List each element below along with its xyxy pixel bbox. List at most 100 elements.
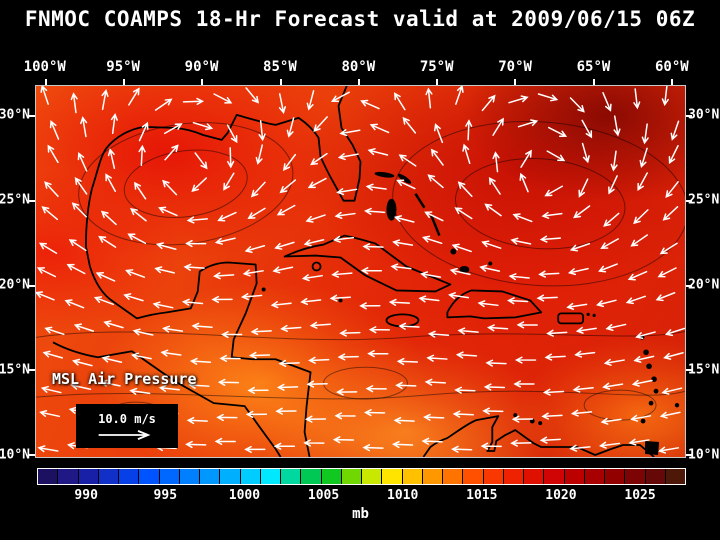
lat-tick-label: 30°N [688,107,720,123]
lon-tick-mark [44,79,47,85]
colorbar-segment [524,469,545,484]
colorbar-tick-label: 1020 [545,488,577,503]
lat-tick-label: 30°N [0,107,30,123]
mexico-central-america-coast [85,188,312,457]
map-field: MSL Air Pressure 10.0 m/s [36,86,685,457]
colorbar-segment [341,469,362,484]
lat-tick-mark [29,369,35,372]
lon-tick-label: 90°W [184,59,219,75]
colorbar-tick-label: 1015 [466,488,498,503]
wind-reference-arrow-icon [98,429,151,440]
colorbar-segment [200,469,221,484]
lat-tick-mark [686,369,692,372]
hispaniola-outline [446,289,543,320]
us-gulf-atlantic-coast [91,86,362,202]
coastlines [52,86,655,457]
colorbar-segment [503,469,524,484]
colorbar-tick-label: 1010 [387,488,419,503]
colorbar-segment [240,469,261,484]
colorbar-segment [220,469,241,484]
lat-tick-mark [29,284,35,287]
lon-tick-mark [123,79,125,85]
colorbar-tick-label: 995 [153,488,178,503]
lon-tick-mark [592,79,595,85]
lat-tick-label: 15°N [0,362,30,378]
lon-tick-label: 75°W [419,59,454,75]
lat-tick-label: 10°N [688,447,720,463]
lon-tick-mark [436,79,439,85]
lat-tick-label: 20°N [688,277,720,293]
colorbar-segment [78,469,99,484]
colorbar-segment [179,469,200,484]
small-islands [261,171,680,456]
colorbar-segment [605,469,626,484]
wind-reference-speed: 10.0 m/s [98,411,156,426]
colorbar-tick-label: 990 [74,488,98,503]
longitude-axis: 100°W 95°W 90°W 85°W 80°W 75°W 70°W 65°W 60°W [24,57,689,77]
lat-tick-label: 10°N [0,447,30,463]
latitude-axis-right: 30°N 25°N 20°N 15°N 10°N [687,85,720,463]
colorbar-segment [645,469,666,484]
lon-tick-mark [279,79,282,85]
wind-reference-legend: 10.0 m/s [76,404,178,448]
colorbar [37,468,686,485]
pacific-coast [52,341,282,457]
colorbar-tick-label: 1000 [228,488,261,503]
lat-tick-mark [29,199,35,202]
colorbar-segment [544,469,565,484]
lon-tick-label: 95°W [106,59,140,75]
colorbar-segment [463,469,484,484]
colorbar-segment [402,469,423,484]
lat-tick-label: 25°N [0,192,30,208]
colorbar-segment [139,469,160,484]
colorbar-unit-label: mb [352,506,369,522]
lat-tick-mark [686,115,692,118]
colorbar-segment [382,469,403,484]
lon-tick-label: 65°W [576,59,611,75]
lat-tick-label: 20°N [0,277,30,293]
lat-tick-mark [29,115,35,118]
lat-tick-mark [686,454,692,457]
lon-tick-mark [514,79,517,85]
colorbar-segment [58,469,79,484]
lon-tick-label: 60°W [655,59,689,75]
colorbar-segment [584,469,605,484]
colorbar-segment [159,469,180,484]
lon-tick-mark [357,79,360,85]
puerto-rico-outline [557,312,585,325]
colorbar-segment [321,469,342,484]
colorbar-segment [483,469,504,484]
colorbar-segment [119,469,140,484]
lon-tick-mark [201,79,204,85]
colorbar-segment [422,469,443,484]
colorbar-segment [98,469,119,484]
lat-tick-mark [29,454,35,457]
colorbar-segment [281,469,302,484]
lon-tick-mark [670,79,673,85]
isla-juventud-outline [311,261,322,272]
wind-arrows-layer [36,86,685,454]
lat-tick-mark [686,284,692,287]
colorbar-segment [665,469,685,484]
lat-tick-mark [686,199,692,202]
lon-tick-label: 80°W [341,59,376,75]
lat-tick-label: 25°N [688,192,720,208]
cuba-outline [283,234,452,293]
lon-tick-label: 70°W [498,59,532,75]
colorbar-segment [564,469,585,484]
colorbar-segment [301,469,322,484]
colorbar-segment [625,469,646,484]
wind-arrows [36,86,685,454]
colorbar-segment [362,469,383,484]
lon-tick-label: 100°W [23,59,66,75]
chart-title: FNMOC COAMPS 18-Hr Forecast valid at 200… [24,7,696,31]
colorbar-segment [38,469,59,484]
latitude-axis-left: 30°N 25°N 20°N 15°N 10°N [0,85,33,463]
lon-tick-label: 85°W [263,59,297,75]
pressure-map: MSL Air Pressure 10.0 m/s [29,79,692,458]
colorbar-segment [443,469,464,484]
lat-tick-label: 15°N [688,362,720,378]
colorbar-tick-label: 1025 [624,488,656,503]
colorbar-tick-label: 1005 [307,488,340,503]
